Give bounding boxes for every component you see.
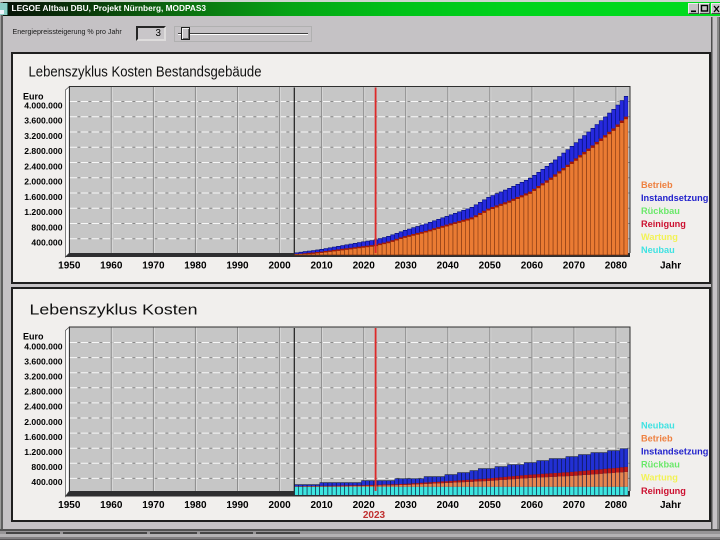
svg-text:1990: 1990 xyxy=(226,500,249,511)
svg-text:1960: 1960 xyxy=(100,500,123,511)
svg-text:2.800.000: 2.800.000 xyxy=(24,146,62,156)
svg-text:2.800.000: 2.800.000 xyxy=(24,387,62,397)
svg-text:Wartung: Wartung xyxy=(641,232,678,242)
svg-text:Betrieb: Betrieb xyxy=(641,180,673,190)
svg-text:2060: 2060 xyxy=(521,261,544,272)
svg-text:2020: 2020 xyxy=(353,500,376,511)
svg-text:1950: 1950 xyxy=(58,261,81,272)
svg-text:2010: 2010 xyxy=(310,261,333,272)
svg-text:2.400.000: 2.400.000 xyxy=(24,402,62,412)
svg-text:3.200.000: 3.200.000 xyxy=(24,131,62,141)
svg-text:1990: 1990 xyxy=(226,261,249,272)
svg-text:Reinigung: Reinigung xyxy=(641,219,686,229)
svg-text:2023: 2023 xyxy=(363,510,386,521)
svg-text:Betrieb: Betrieb xyxy=(641,434,673,444)
svg-text:3.600.000: 3.600.000 xyxy=(24,356,62,366)
svg-text:1.200.000: 1.200.000 xyxy=(24,447,62,457)
svg-text:Neubau: Neubau xyxy=(641,421,675,431)
svg-text:3.600.000: 3.600.000 xyxy=(24,116,62,126)
svg-text:2070: 2070 xyxy=(563,500,586,511)
svg-text:2000: 2000 xyxy=(268,500,291,511)
svg-text:4.000.000: 4.000.000 xyxy=(24,100,62,110)
svg-text:400.000: 400.000 xyxy=(31,477,62,487)
svg-text:Rückbau: Rückbau xyxy=(641,460,680,470)
svg-text:4.000.000: 4.000.000 xyxy=(24,341,62,351)
svg-text:Neubau: Neubau xyxy=(641,245,675,255)
svg-text:3.200.000: 3.200.000 xyxy=(24,372,62,382)
svg-text:2080: 2080 xyxy=(605,500,628,511)
svg-text:2040: 2040 xyxy=(437,500,460,511)
svg-text:Instandsetzung: Instandsetzung xyxy=(641,447,708,457)
svg-text:Lebenszyklus Kosten: Lebenszyklus Kosten xyxy=(30,302,198,318)
svg-text:1950: 1950 xyxy=(58,500,81,511)
svg-text:Jahr: Jahr xyxy=(660,261,681,272)
svg-text:2030: 2030 xyxy=(395,500,418,511)
svg-text:1980: 1980 xyxy=(184,500,207,511)
svg-text:2080: 2080 xyxy=(605,261,628,272)
svg-text:2.000.000: 2.000.000 xyxy=(24,417,62,427)
svg-text:2040: 2040 xyxy=(437,261,460,272)
svg-text:2070: 2070 xyxy=(563,261,586,272)
svg-text:2030: 2030 xyxy=(395,261,418,272)
svg-text:Lebenszyklus Kosten Bestandsge: Lebenszyklus Kosten Bestandsgebäude xyxy=(29,64,262,80)
svg-text:2010: 2010 xyxy=(310,500,333,511)
svg-text:800.000: 800.000 xyxy=(31,222,62,232)
svg-text:Euro: Euro xyxy=(23,332,44,342)
svg-text:1960: 1960 xyxy=(100,261,123,272)
svg-text:1.200.000: 1.200.000 xyxy=(24,207,62,217)
svg-text:2050: 2050 xyxy=(479,261,502,272)
svg-text:1980: 1980 xyxy=(184,261,207,272)
svg-text:2020: 2020 xyxy=(353,261,376,272)
svg-text:1.600.000: 1.600.000 xyxy=(24,192,62,202)
svg-text:1970: 1970 xyxy=(142,261,165,272)
svg-text:2050: 2050 xyxy=(479,500,502,511)
svg-text:Jahr: Jahr xyxy=(660,500,681,511)
svg-text:2.000.000: 2.000.000 xyxy=(24,177,62,187)
svg-text:2000: 2000 xyxy=(268,261,291,272)
svg-text:Instandsetzung: Instandsetzung xyxy=(641,193,708,203)
svg-text:2060: 2060 xyxy=(521,500,544,511)
svg-text:800.000: 800.000 xyxy=(31,462,62,472)
svg-text:Rückbau: Rückbau xyxy=(641,206,680,216)
svg-text:Wartung: Wartung xyxy=(641,473,678,483)
svg-text:Euro: Euro xyxy=(23,92,44,102)
svg-text:1970: 1970 xyxy=(142,500,165,511)
svg-text:Reinigung: Reinigung xyxy=(641,486,686,496)
svg-text:1.600.000: 1.600.000 xyxy=(24,432,62,442)
svg-text:2.400.000: 2.400.000 xyxy=(24,161,62,171)
svg-text:400.000: 400.000 xyxy=(31,238,62,248)
